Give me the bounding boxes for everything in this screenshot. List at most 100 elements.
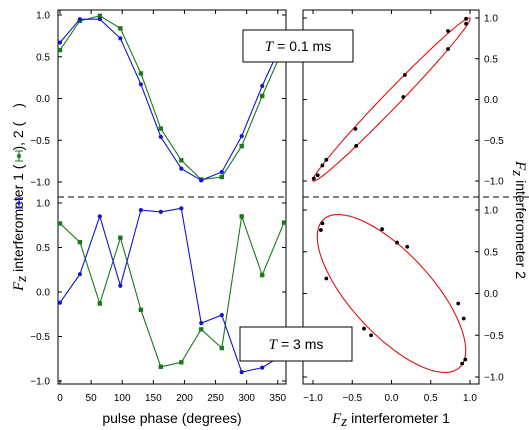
bottom-interferometer2-point (138, 307, 144, 312)
x-right-tick-label: −1.0 (303, 393, 323, 404)
bottom-interferometer1-point (97, 214, 102, 219)
top-interferometer2-point (158, 126, 163, 131)
ticks-layer: 0 50 100 150 200 250 300 350 −1.0 −0.5 0.0 0.5 1.0 1.… (30, 10, 504, 404)
x-axis-right-sub: z (340, 414, 347, 430)
box-top-text: = 0.1 ms (277, 38, 331, 54)
bottom-interferometer2-point (118, 235, 123, 240)
top-correlation-point (324, 157, 329, 162)
top-interferometer1-point (57, 40, 63, 45)
bottom-interferometer2-point (97, 301, 103, 306)
top-interferometer2-point (219, 174, 224, 180)
top-correlation-point (320, 163, 325, 168)
y-tick-label-top: −0.5 (30, 136, 50, 147)
y-right-tick-label-top: −1.0 (484, 177, 504, 188)
bottom-correlation-point (318, 228, 323, 232)
top-interferometer2-point (239, 143, 244, 149)
bottom-interferometer2-point (219, 345, 224, 351)
top-correlation-point (401, 95, 406, 99)
bottom-interferometer1-point (138, 208, 143, 213)
y-right-tick-label-bottom: −0.5 (484, 331, 504, 342)
bottom-correlation-point (460, 361, 465, 366)
bottom-correlation-point (405, 244, 410, 249)
bottom-interferometer1-point (239, 370, 244, 375)
bottom-correlation-point (320, 221, 325, 226)
y-left-mid: ), 2 ( (10, 121, 26, 150)
label-box-bottom: T = 3 ms (239, 326, 353, 362)
bottom-correlation-point (324, 276, 329, 281)
bottom-interferometer1-point (77, 272, 83, 277)
top-interferometer1-point (260, 83, 265, 89)
bottom-interferometer1-point (179, 206, 184, 211)
y-tick-label-bottom: 0.5 (36, 243, 50, 254)
top-ellipse (312, 17, 471, 182)
y-right-tick-label-top: 0.5 (484, 54, 498, 65)
top-correlation-point (354, 144, 359, 148)
bottom-interferometer2-point (199, 327, 204, 332)
bottom-interferometer1-point (219, 313, 224, 318)
y-left-sub: z (14, 276, 30, 283)
svg-text:T= 3 ms: T = 3 ms (269, 336, 324, 353)
top-correlation-point (402, 73, 407, 77)
x-tick-label: 0 (57, 393, 63, 404)
top-interferometer2-point (138, 71, 144, 76)
x-tick-label: 200 (176, 393, 193, 404)
bottom-interferometer1-point (199, 321, 204, 326)
y-tick-label-bottom: −0.5 (30, 332, 50, 343)
x-tick-label: 350 (269, 393, 286, 404)
top-interferometer2-point (97, 13, 103, 19)
y-right-tick-label-bottom: −1.0 (484, 373, 504, 384)
x-tick-label: 100 (114, 393, 131, 404)
x-tick-label: 50 (86, 393, 98, 404)
y-axis-label-right: Fz interferometer 2 (509, 160, 529, 279)
y-tick-label-bottom: 0.0 (36, 288, 50, 299)
top-interferometer1-point (118, 36, 123, 41)
top-interferometer2-point (179, 158, 184, 163)
y-left-var: F (11, 281, 27, 292)
box-bottom-text: = 3 ms (281, 336, 323, 352)
top-correlation-point (353, 126, 358, 131)
label-box-top: T = 0.1 ms (242, 29, 354, 63)
y-right-tick-label-bottom: 1.0 (484, 206, 498, 217)
y-right-sub: z (509, 169, 525, 176)
y-tick-label-bottom: −1.0 (30, 377, 50, 388)
bottom-interferometer2-point (239, 214, 244, 219)
y-right-tick-label-bottom: 0.0 (484, 289, 498, 300)
y-right-tick-label-top: 1.0 (484, 14, 498, 25)
y-tick-label-top: 0.5 (36, 52, 50, 63)
bottom-correlation-point (369, 333, 373, 338)
top-correlation-point (311, 176, 316, 181)
top-interferometer1-point (239, 133, 244, 139)
x-right-tick-label: 1.0 (463, 393, 477, 404)
y-right-var: F (512, 160, 528, 171)
bottom-correlation-point (380, 227, 384, 232)
top-interferometer1-point (199, 178, 204, 183)
legend-interferometer1-glyph (15, 197, 23, 209)
x-axis-label-left: pulse phase (degrees) (102, 410, 241, 426)
top-interferometer1-point (179, 166, 184, 171)
legend-interferometer2-glyph (15, 150, 23, 162)
bottom-correlation-point (362, 326, 366, 331)
bottom-interferometer1-line (59, 207, 285, 373)
bottom-interferometer2-point (77, 239, 83, 245)
bottom-interferometer2-point (281, 220, 287, 225)
bottom-correlation-point (456, 301, 461, 306)
top-interferometer1-point (138, 82, 143, 87)
bottom-interferometer2-point (179, 360, 184, 365)
svg-text:T= 0.1 ms: T = 0.1 ms (265, 38, 331, 55)
box-top-var: T (265, 39, 275, 55)
y-tick-label-top: 0.0 (36, 94, 50, 105)
x-tick-label: 150 (145, 393, 162, 404)
bottom-interferometer1-point (57, 300, 63, 305)
legend-interferometer1-glyph-marker (17, 201, 21, 205)
y-left-text: interferometer 1 ( (10, 164, 26, 272)
x-tick-label: 300 (238, 393, 255, 404)
top-interferometer2-point (57, 47, 63, 53)
top-interferometer1-point (97, 17, 102, 22)
x-axis-right-var: F (331, 411, 342, 427)
y-axis-label-left: Fz interferometer 1 (), 2 () (10, 103, 30, 292)
bottom-ellipse (316, 214, 467, 373)
x-tick-label: 250 (207, 393, 224, 404)
bottom-interferometer1-point (158, 209, 163, 214)
x-right-tick-label: 0.5 (424, 393, 438, 404)
